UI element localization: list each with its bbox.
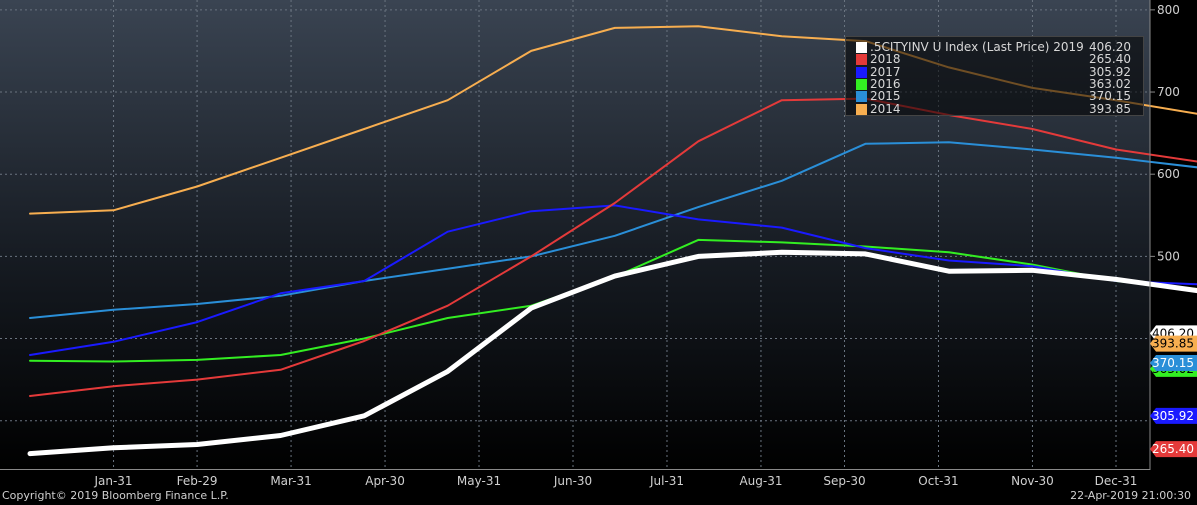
legend-swatch (856, 42, 867, 53)
y-tick-label: 700 (1157, 85, 1180, 99)
end-label-value: 370.15 (1152, 356, 1194, 370)
legend-value: 406.20 (1089, 40, 1131, 54)
legend-entry: 2015 370.15 (852, 89, 1137, 105)
end-label-tag (1150, 355, 1197, 372)
legend-entry: 2017 305.92 (852, 65, 1137, 81)
legend-swatch (856, 103, 867, 115)
x-tick-label: Mar-31 (270, 474, 311, 488)
chart-legend: .5CITYINV U Index (Last Price) 2019 406.2… (845, 36, 1144, 116)
legend-swatch (856, 54, 867, 66)
series-line-2015 (29, 141, 1197, 319)
y-axis: 500 600 700 800 (1149, 0, 1180, 470)
series-line-2018 (29, 97, 1197, 397)
series-line-5cityinv-u-index-last-price-2019 (27, 249, 1197, 457)
legend-entry: .5CITYINV U Index (Last Price) 2019 406.2… (852, 40, 1137, 56)
timestamp-text: 22-Apr-2019 21:00:30 (1070, 489, 1191, 502)
legend-name: 2014 (870, 101, 901, 116)
x-tick-label: Aug-31 (739, 474, 782, 488)
end-label-value: 305.92 (1152, 409, 1194, 423)
legend-name: 2016 (870, 76, 901, 91)
x-tick-label: Apr-30 (365, 474, 405, 488)
end-label-tag (1150, 407, 1197, 424)
legend-entry: 2018 265.40 (852, 52, 1137, 68)
legend-value: 265.40 (1089, 52, 1131, 67)
legend-entry: 2016 363.02 (852, 77, 1137, 93)
end-label-2017: 305.92 (1150, 407, 1197, 424)
legend-name: 2017 (870, 64, 901, 79)
end-label-2018: 265.40 (1150, 441, 1197, 458)
x-tick-label: Oct-31 (918, 474, 958, 488)
legend-value: 363.02 (1089, 76, 1131, 91)
x-axis: Jan-31 Feb-29 Mar-31 Apr-30 May-31 Jun-30 Jul-… (0, 469, 1150, 488)
y-tick-label: 800 (1157, 3, 1180, 17)
series-line-2014 (29, 25, 1197, 215)
legend-entry: 2014 393.85 (852, 102, 1137, 118)
legend-swatch (856, 78, 867, 90)
grid-lines (0, 0, 1150, 470)
series-group (27, 25, 1197, 457)
x-tick-label: Sep-30 (823, 474, 865, 488)
legend-value: 370.15 (1089, 89, 1131, 104)
end-label-value: 393.85 (1152, 337, 1194, 351)
x-tick-label: May-31 (457, 474, 501, 488)
legend-name: .5CITYINV U Index (Last Price) 2019 (870, 40, 1084, 54)
y-tick-label: 600 (1157, 167, 1180, 181)
end-label-tag (1150, 335, 1197, 352)
x-tick-label: Feb-29 (177, 474, 218, 488)
end-label-tag (1150, 441, 1197, 458)
axis-background (1150, 0, 1197, 470)
series-line-2016 (29, 238, 1197, 363)
end-label-value: 265.40 (1152, 442, 1194, 456)
copyright-text: Copyright© 2019 Bloomberg Finance L.P. (2, 489, 229, 502)
legend-swatch (856, 91, 867, 103)
x-tick-label: Jul-31 (649, 474, 684, 488)
x-tick-label: Jun-30 (553, 474, 592, 488)
end-label-2015: 370.15 (1150, 355, 1197, 372)
x-tick-label: Dec-31 (1095, 474, 1138, 488)
end-label-2014: 393.85 (1150, 335, 1197, 352)
series-line-2017 (29, 204, 1197, 356)
legend-name: 2015 (870, 89, 901, 104)
x-tick-label: Nov-30 (1011, 474, 1054, 488)
x-tick-label: Jan-31 (93, 474, 132, 488)
legend-value: 305.92 (1089, 64, 1131, 79)
legend-name: 2018 (870, 52, 901, 67)
y-tick-label: 500 (1157, 249, 1180, 263)
legend-value: 393.85 (1089, 101, 1131, 116)
legend-swatch (856, 66, 867, 78)
